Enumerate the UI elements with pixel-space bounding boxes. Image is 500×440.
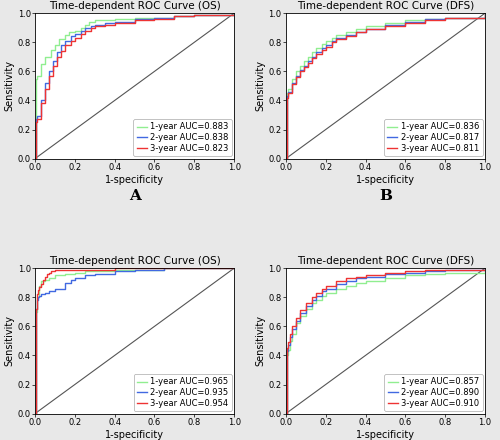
Title: Time-dependent ROC Curve (DFS): Time-dependent ROC Curve (DFS): [297, 256, 474, 266]
X-axis label: 1-specificity: 1-specificity: [356, 175, 415, 184]
Title: Time-dependent ROC Curve (OS): Time-dependent ROC Curve (OS): [48, 256, 220, 266]
Title: Time-dependent ROC Curve (OS): Time-dependent ROC Curve (OS): [48, 1, 220, 11]
Y-axis label: Sensitivity: Sensitivity: [5, 60, 15, 111]
Y-axis label: Sensitivity: Sensitivity: [256, 60, 266, 111]
Title: Time-dependent ROC Curve (DFS): Time-dependent ROC Curve (DFS): [297, 1, 474, 11]
Legend: 1-year AUC=0.965, 2-year AUC=0.935, 3-year AUC=0.954: 1-year AUC=0.965, 2-year AUC=0.935, 3-ye…: [134, 374, 232, 411]
Y-axis label: Sensitivity: Sensitivity: [256, 315, 266, 367]
Legend: 1-year AUC=0.857, 2-year AUC=0.890, 3-year AUC=0.910: 1-year AUC=0.857, 2-year AUC=0.890, 3-ye…: [384, 374, 482, 411]
Legend: 1-year AUC=0.883, 2-year AUC=0.838, 3-year AUC=0.823: 1-year AUC=0.883, 2-year AUC=0.838, 3-ye…: [134, 119, 232, 156]
Text: A: A: [128, 190, 140, 203]
X-axis label: 1-specificity: 1-specificity: [105, 429, 164, 440]
Legend: 1-year AUC=0.836, 2-year AUC=0.817, 3-year AUC=0.811: 1-year AUC=0.836, 2-year AUC=0.817, 3-ye…: [384, 119, 482, 156]
Text: B: B: [379, 190, 392, 203]
X-axis label: 1-specificity: 1-specificity: [356, 429, 415, 440]
X-axis label: 1-specificity: 1-specificity: [105, 175, 164, 184]
Y-axis label: Sensitivity: Sensitivity: [5, 315, 15, 367]
